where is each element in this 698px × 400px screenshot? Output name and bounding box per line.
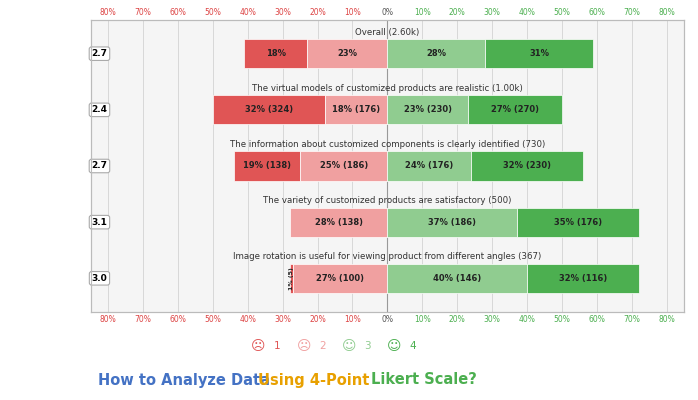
Bar [468,95,562,124]
Bar [244,39,307,68]
Text: 25% (186): 25% (186) [320,162,368,170]
Text: 2: 2 [319,341,325,351]
Text: 32% (230): 32% (230) [503,162,551,170]
Bar [387,208,517,237]
Text: 23% (230): 23% (230) [403,105,452,114]
Text: 2.7: 2.7 [91,162,107,170]
Text: How to Analyze Data: How to Analyze Data [98,372,275,388]
Text: 2.4: 2.4 [91,105,107,114]
Text: 32% (116): 32% (116) [558,274,607,283]
Text: 1% (5): 1% (5) [289,267,294,290]
Text: The virtual models of customized products are realistic (1.00k): The virtual models of customized product… [252,84,523,93]
Text: 31%: 31% [529,49,549,58]
Text: 32% (324): 32% (324) [245,105,292,114]
Text: 3: 3 [364,341,371,351]
Text: ☺: ☺ [342,339,356,353]
Text: 2.7: 2.7 [91,49,107,58]
Text: Likert Scale?: Likert Scale? [371,372,477,388]
Text: Using 4-Point: Using 4-Point [258,372,375,388]
Text: ☹: ☹ [297,339,311,353]
Text: 40% (146): 40% (146) [433,274,482,283]
Bar [471,151,583,180]
Text: The variety of customized products are satisfactory (500): The variety of customized products are s… [263,196,512,205]
Text: The information about customized components is clearly identified (730): The information about customized compone… [230,140,545,149]
Bar [293,264,387,293]
Bar [213,95,325,124]
Text: 4: 4 [410,341,416,351]
Text: 35% (176): 35% (176) [554,218,602,227]
Bar [290,208,387,237]
Bar [387,151,471,180]
Bar [325,95,387,124]
Bar [387,39,485,68]
Text: 3.1: 3.1 [91,218,107,227]
Bar [300,151,387,180]
Bar [517,208,639,237]
Text: 19% (138): 19% (138) [243,162,291,170]
Text: 23%: 23% [337,49,357,58]
Bar [234,151,300,180]
Text: 28%: 28% [426,49,446,58]
Bar [307,39,387,68]
Text: 3.0: 3.0 [91,274,107,283]
Text: ☺: ☺ [387,339,401,353]
Bar [387,264,527,293]
Bar [387,95,468,124]
Text: Overall (2.60k): Overall (2.60k) [355,28,419,37]
Text: 18% (176): 18% (176) [332,105,380,114]
Text: Image rotation is useful for viewing product from different angles (367): Image rotation is useful for viewing pro… [233,252,542,262]
Text: ☹: ☹ [251,339,265,353]
Text: 1: 1 [274,341,280,351]
Text: 28% (138): 28% (138) [315,218,362,227]
Text: 18%: 18% [266,49,285,58]
Bar [527,264,639,293]
Bar [485,39,593,68]
Text: 37% (186): 37% (186) [428,218,476,227]
Text: 27% (100): 27% (100) [316,274,364,283]
Bar [290,264,293,293]
Text: 24% (176): 24% (176) [405,162,454,170]
Text: 27% (270): 27% (270) [491,105,539,114]
